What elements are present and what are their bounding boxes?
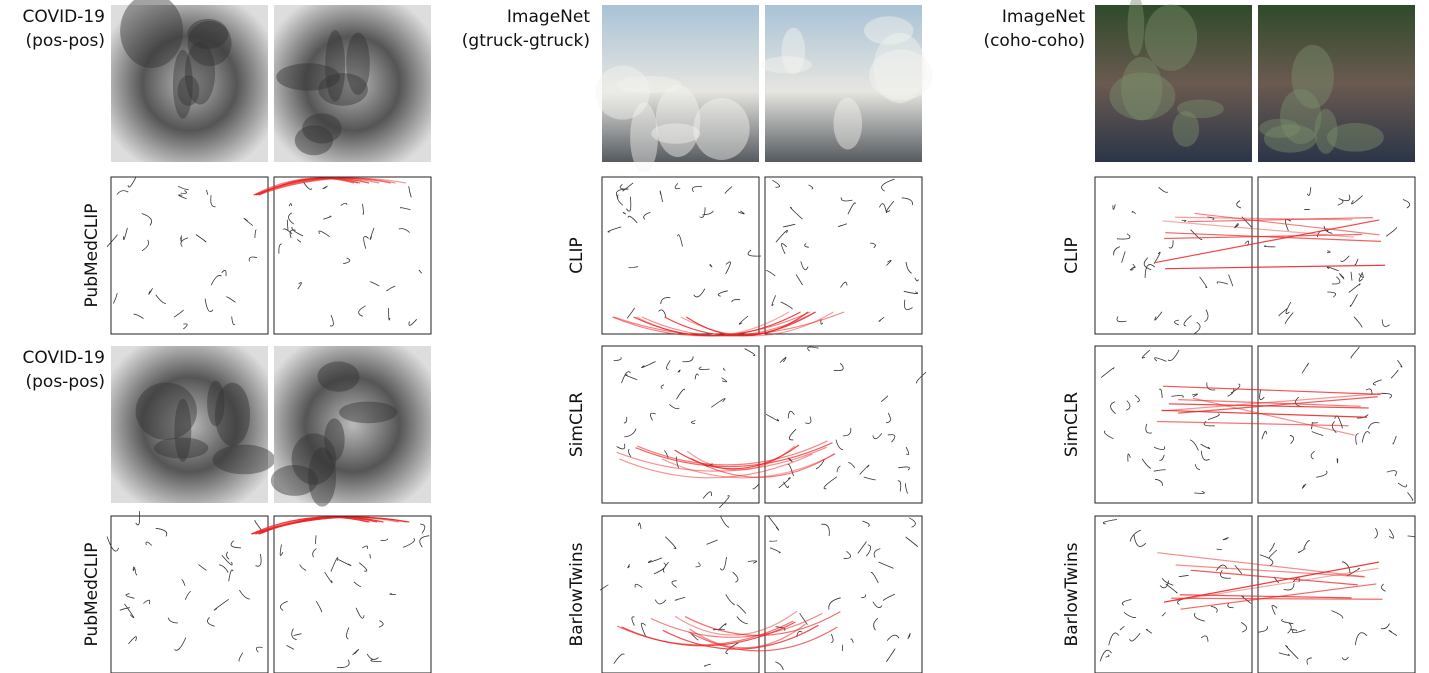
photo-detail [833, 98, 862, 150]
photo-detail [630, 102, 658, 172]
edge-map [602, 177, 759, 334]
photo-detail [339, 402, 397, 424]
edge-map [274, 516, 431, 673]
row-label: PubMedCLIP [82, 203, 102, 307]
photo-detail [869, 50, 933, 101]
edge-map [1095, 177, 1252, 334]
row-label: BarlowTwins [567, 542, 587, 646]
edge-map [1258, 516, 1415, 673]
row-title: (pos-pos) [26, 372, 106, 392]
row-label: BarlowTwins [1062, 542, 1082, 646]
photo-detail [308, 447, 336, 506]
photo-detail [302, 113, 342, 143]
edge-map [1095, 516, 1252, 673]
photo-detail [346, 32, 370, 94]
edge-map [602, 346, 759, 503]
photo-detail [154, 437, 208, 458]
photo-detail [651, 123, 700, 143]
figure: COVID-19 (pos-pos) PubMedCLIP COVID-19 (pos-… [0, 0, 1429, 673]
row-label: CLIP [1062, 237, 1082, 274]
photo-detail [1259, 119, 1300, 138]
row-label: SimCLR [1062, 392, 1082, 457]
edge-map [1095, 346, 1252, 503]
photo-detail [1145, 5, 1198, 71]
row-title: ImageNet [1002, 7, 1085, 27]
photo-detail [693, 98, 749, 160]
photo-detail [317, 361, 359, 391]
photo-detail [1121, 57, 1162, 120]
photo-detail [656, 85, 701, 157]
row-label: PubMedCLIP [82, 542, 102, 646]
photo-detail [325, 30, 345, 102]
edge-map [111, 177, 268, 334]
row-title: (gtruck-gtruck) [462, 31, 590, 51]
row-title: (coho-coho) [983, 31, 1085, 51]
row-title: COVID-19 [23, 7, 105, 27]
photo-detail [188, 21, 232, 66]
row-label: SimCLR [567, 392, 587, 457]
edge-map [111, 516, 268, 673]
row-title: COVID-19 [23, 348, 105, 368]
photo-detail [1327, 123, 1384, 152]
row-title: (pos-pos) [26, 31, 106, 51]
photo-detail [213, 445, 276, 475]
photo-detail [1173, 111, 1200, 147]
photo-detail [136, 382, 197, 439]
edge-map [765, 516, 922, 673]
row-label: CLIP [567, 237, 587, 274]
photo-detail [761, 56, 812, 73]
edge-map [1258, 177, 1415, 334]
edge-map [274, 177, 431, 334]
row-title: ImageNet [507, 7, 590, 27]
photo-detail [215, 383, 250, 446]
